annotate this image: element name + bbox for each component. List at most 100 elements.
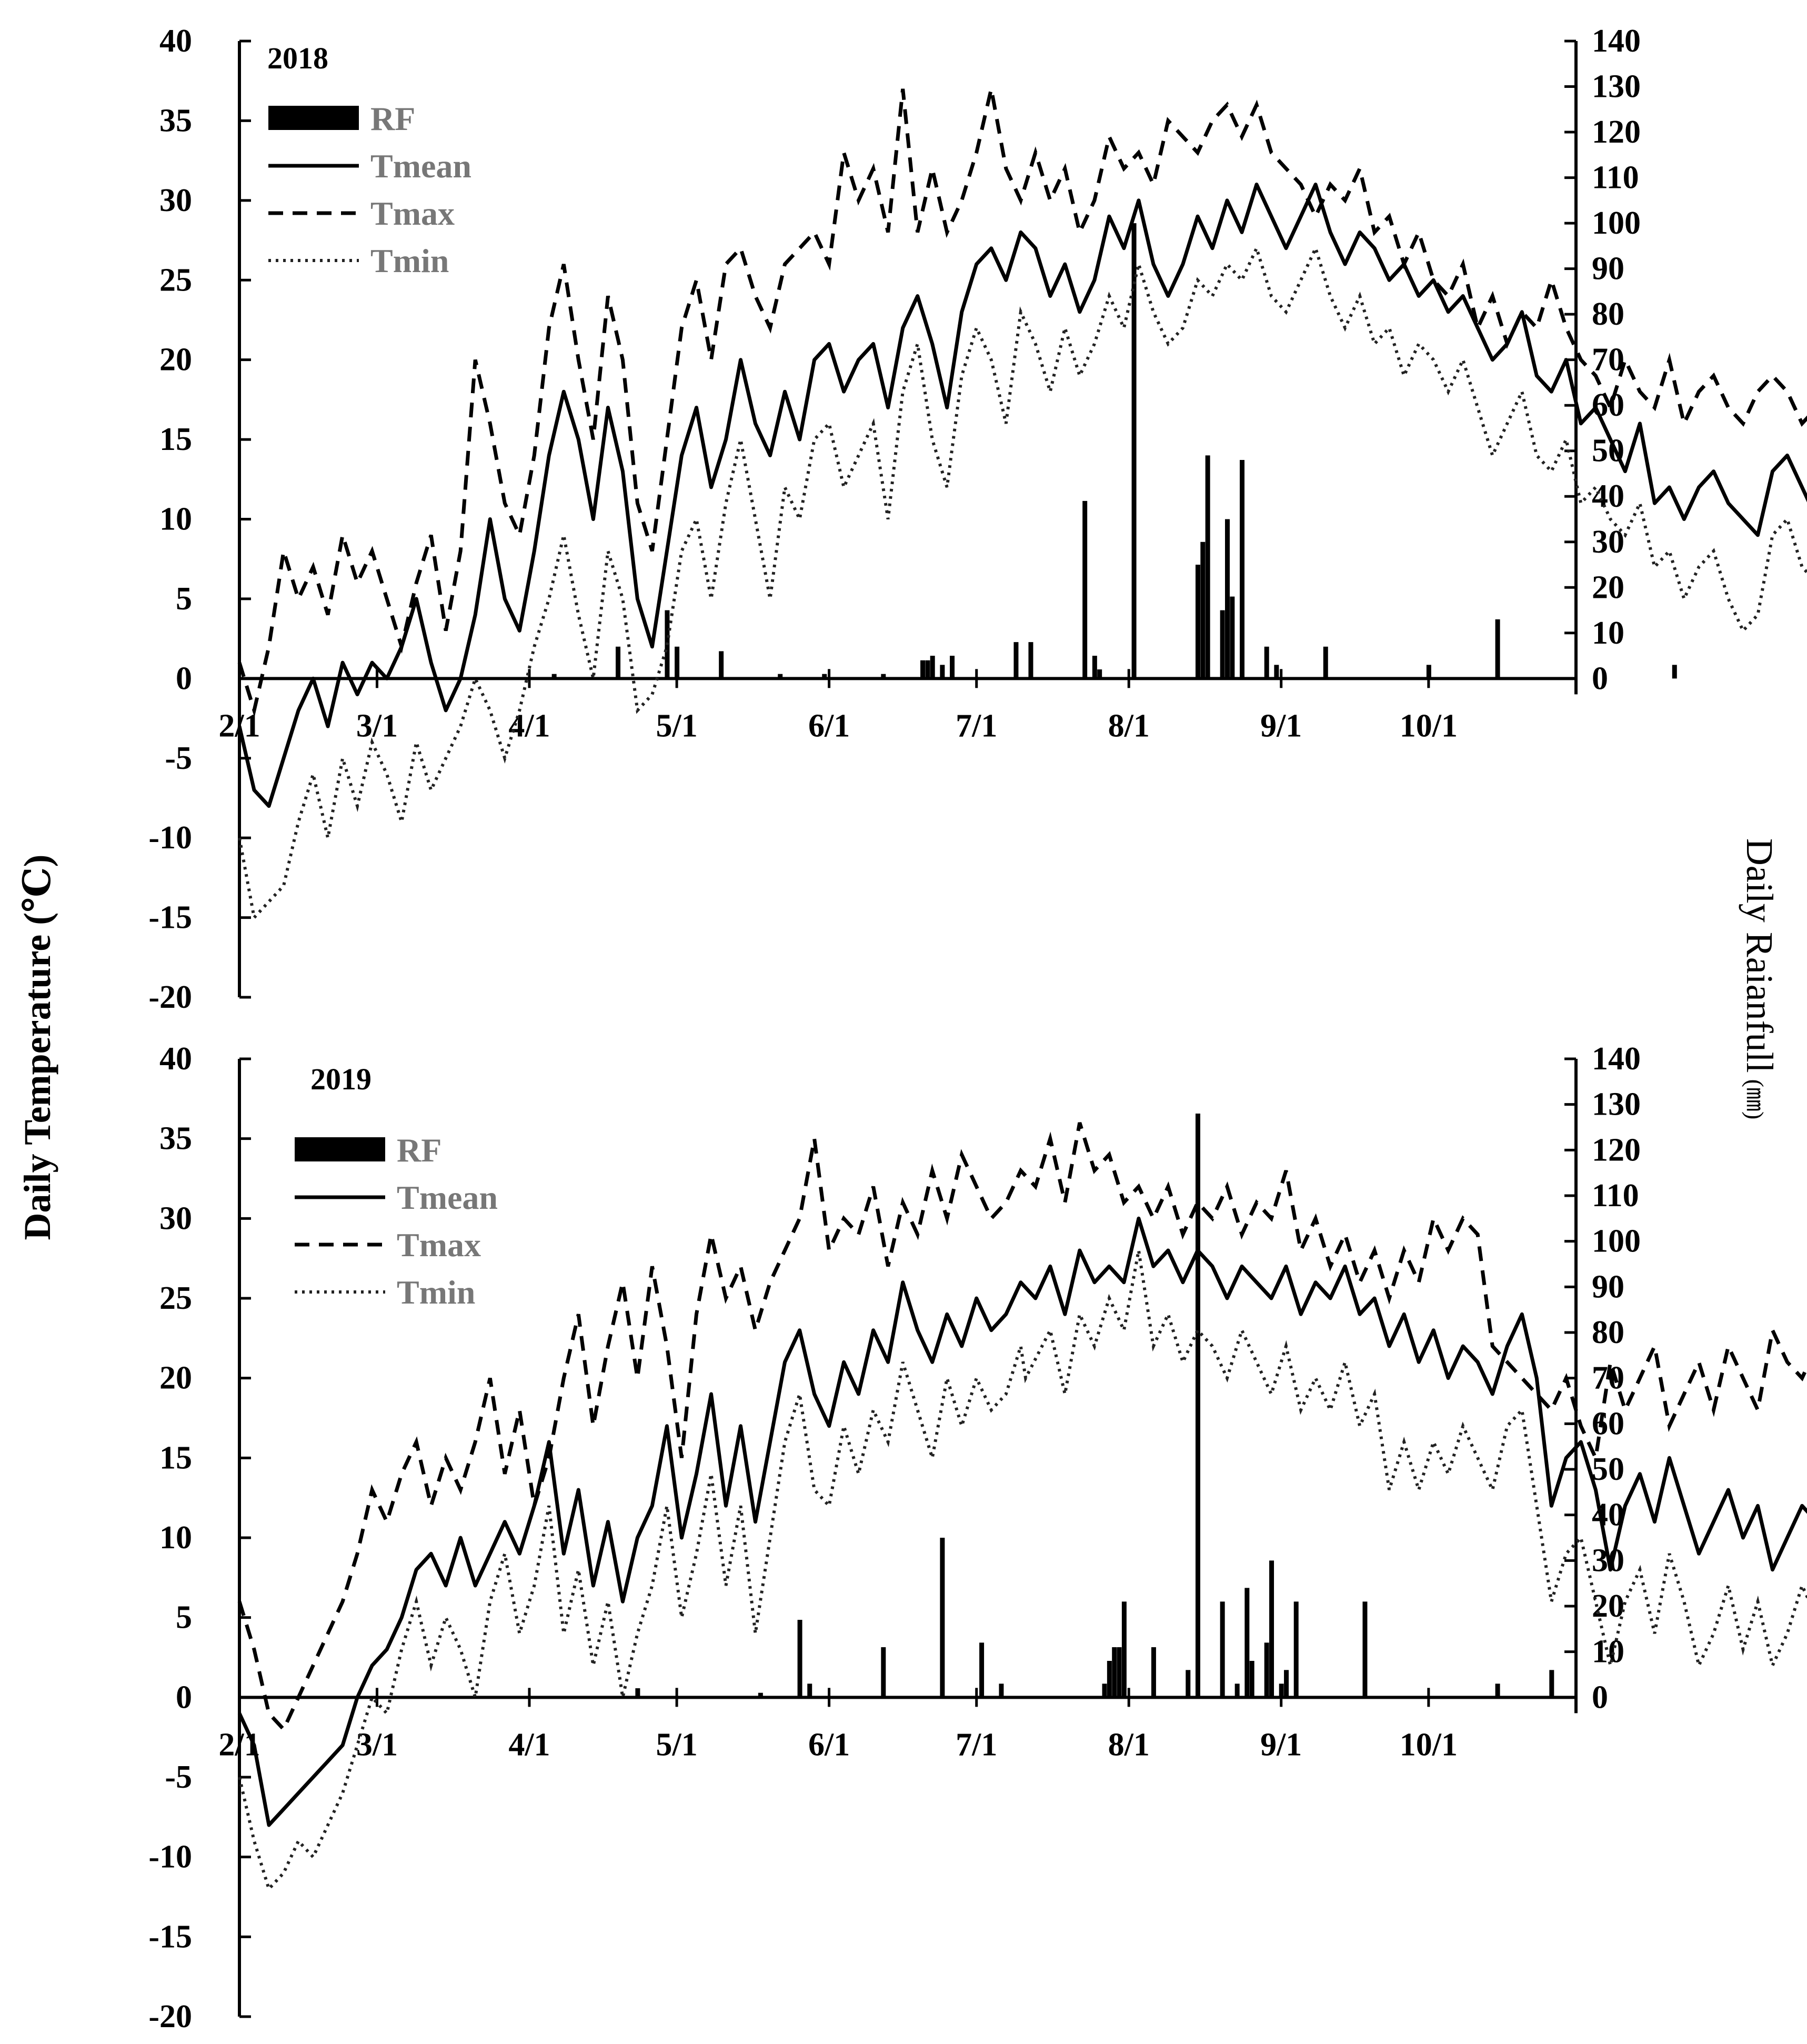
x-tick-label: 7/1 (956, 708, 997, 744)
x-tick-label: 3/1 (356, 708, 398, 744)
y-left-tick-label: -15 (148, 900, 192, 936)
rainfall-bar (1112, 1647, 1117, 1698)
rainfall-bar (920, 660, 926, 679)
y-left-tick-label: -10 (148, 1839, 192, 1875)
x-tick-label: 10/1 (1400, 1727, 1458, 1762)
y-right-tick-label: 120 (1592, 114, 1641, 150)
x-tick-label: 4/1 (508, 708, 550, 744)
y-left-tick-label: 5 (176, 1600, 192, 1636)
y-left-tick-label: 25 (159, 1280, 192, 1316)
tmin-line (238, 244, 1807, 921)
rainfall-bar (1028, 642, 1033, 679)
y-right-label-unit: (㎜) (1742, 1079, 1769, 1120)
y-right-tick-label: 110 (1592, 160, 1639, 196)
rainfall-bar (1249, 1661, 1254, 1698)
rainfall-bar (1195, 1114, 1200, 1698)
y-right-tick-label: 100 (1592, 1224, 1641, 1259)
panel-2019: -20-15-10-505101520253035400102030405060… (148, 1041, 1807, 2035)
rainfall-bar (1293, 1601, 1299, 1698)
rainfall-bar (940, 665, 945, 679)
tmean-line (237, 183, 1807, 808)
rainfall-bar (1264, 1642, 1269, 1698)
rainfall-bar (1131, 223, 1137, 679)
y-left-tick-label: 25 (159, 262, 192, 298)
rainfall-bar (1102, 1684, 1107, 1698)
x-tick-label: 9/1 (1260, 708, 1302, 744)
y-right-tick-label: 80 (1592, 1315, 1624, 1350)
legend-label: Tmin (370, 242, 449, 279)
y-left-tick-label: 10 (159, 1520, 192, 1556)
y-right-tick-label: 10 (1592, 1634, 1624, 1670)
rainfall-bar (1220, 1601, 1225, 1698)
y-left-tick-label: 35 (159, 1121, 192, 1157)
rainfall-bar (1279, 1684, 1284, 1698)
legend: RF Tmean Tmax Tmin (295, 1131, 498, 1311)
rainfall-bar (1234, 1684, 1240, 1698)
rainfall-bar (1284, 1670, 1289, 1698)
legend-label: RF (370, 100, 415, 137)
x-tick-label: 7/1 (956, 1727, 997, 1762)
y-right-tick-label: 90 (1592, 1269, 1624, 1305)
rainfall-bar (719, 651, 724, 679)
y-right-tick-label: 90 (1592, 251, 1624, 287)
y-right-tick-label: 10 (1592, 615, 1624, 651)
panel-2018: -20-15-10-505101520253035400102030405060… (148, 23, 1807, 1015)
rainfall-bar (635, 1688, 640, 1698)
y-right-label: Daily Raianfull (㎜) (1739, 838, 1781, 1120)
y-right-tick-label: 130 (1592, 1087, 1641, 1123)
rainfall-bar (1672, 665, 1677, 679)
y-right-tick-label: 130 (1592, 69, 1641, 105)
y-right-tick-label: 110 (1592, 1178, 1639, 1214)
x-tick-label: 10/1 (1400, 708, 1458, 744)
rainfall-bar (1230, 596, 1235, 679)
x-tick-label: 6/1 (808, 708, 850, 744)
rainfall-bar (1200, 542, 1206, 679)
y-right-tick-label: 40 (1592, 478, 1624, 514)
rainfall-bar (1205, 455, 1210, 679)
legend-swatch-rf (268, 106, 359, 130)
y-right-tick-label: 140 (1592, 1041, 1641, 1077)
rainfall-bar (1186, 1670, 1191, 1698)
y-left-tick-label: 20 (159, 1360, 192, 1396)
rainfall-bar (1495, 1684, 1500, 1698)
y-right-tick-label: 0 (1592, 660, 1608, 696)
rainfall-bar (1264, 646, 1269, 679)
legend-swatch-rf (295, 1137, 385, 1161)
panel-title: 2019 (310, 1062, 372, 1096)
x-tick-label: 2/1 (218, 708, 260, 744)
y-right-tick-label: 70 (1592, 342, 1624, 378)
rainfall-bar (979, 1642, 985, 1698)
rainfall-bar (940, 1538, 945, 1698)
y-right-tick-label: 50 (1592, 433, 1624, 469)
rainfall-bar (1274, 665, 1279, 679)
y-left-tick-label: -15 (148, 1919, 192, 1955)
x-tick-label: 8/1 (1108, 708, 1150, 744)
y-left-tick-label: 0 (176, 660, 192, 696)
y-right-tick-label: 120 (1592, 1132, 1641, 1168)
rainfall-bar (881, 674, 886, 679)
legend-label: Tmax (397, 1226, 481, 1264)
y-right-tick-label: 140 (1592, 23, 1641, 59)
rainfall-bar (1224, 519, 1230, 679)
y-left-tick-label: -5 (165, 740, 192, 776)
y-right-tick-label: 50 (1592, 1451, 1624, 1487)
rainfall-bar (822, 674, 827, 679)
rainfall-bar (1117, 1647, 1122, 1698)
legend-label: Tmin (397, 1274, 475, 1311)
rainfall-bar (1240, 460, 1244, 679)
rainfall-bar (1362, 1601, 1368, 1698)
y-left-tick-label: 0 (176, 1679, 192, 1715)
rainfall-bar (1244, 1588, 1250, 1698)
tmin-line (238, 1250, 1807, 1892)
rainfall-bar (999, 1684, 1004, 1698)
rainfall-bar (1220, 610, 1225, 679)
rainfall-bar (1151, 1647, 1156, 1698)
rainfall-bar (1495, 619, 1500, 679)
y-left-tick-label: 40 (159, 23, 192, 59)
x-tick-label: 5/1 (656, 708, 697, 744)
rainfall-bar (1323, 646, 1328, 679)
y-right-tick-label: 20 (1592, 569, 1624, 605)
rainfall-bar (930, 656, 935, 679)
rainfall-bar (1013, 642, 1019, 679)
